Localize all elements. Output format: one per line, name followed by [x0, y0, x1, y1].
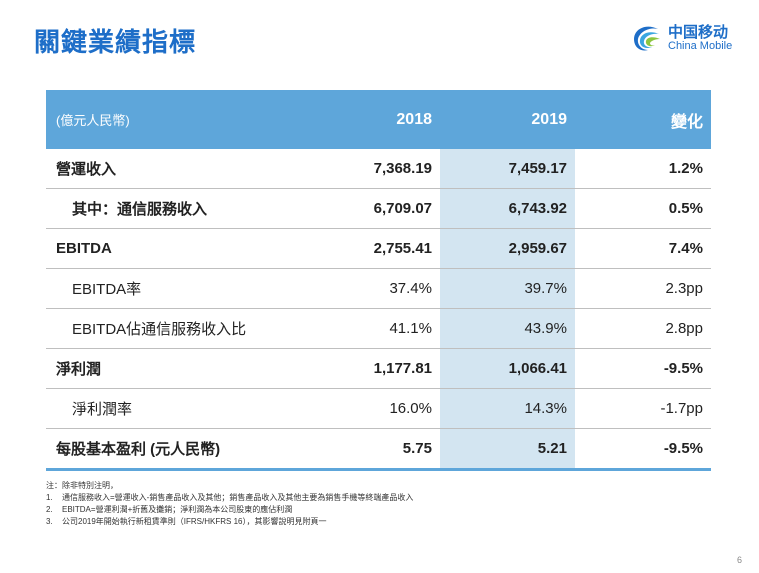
table-row: EBITDA率 37.4% 39.7% 2.3pp [46, 268, 711, 309]
value-2018: 37.4% [302, 268, 440, 309]
value-2019: 43.9% [440, 308, 575, 349]
table-row: 營運收入 7,368.19 7,459.17 1.2% [46, 149, 711, 189]
value-2018: 6,709.07 [302, 188, 440, 229]
column-header-change: 變化 [575, 90, 711, 149]
kpi-table: (億元人民幣) 2018 2019 變化 營運收入 7,368.19 7,459… [46, 90, 711, 471]
value-change: 0.5% [575, 188, 711, 229]
footnote-item: 3. 公司2019年開始執行新租賃準則（IFRS/HKFRS 16），其影響說明見… [46, 516, 413, 528]
value-change: 1.2% [575, 149, 711, 189]
footnote-number: 3. [46, 517, 53, 526]
footnote-text: 公司2019年開始執行新租賃準則（IFRS/HKFRS 16），其影響說明見附頁… [62, 517, 327, 526]
row-label: EBITDA率 [46, 268, 302, 309]
value-2018: 5.75 [302, 428, 440, 471]
value-change: -9.5% [575, 428, 711, 471]
table-row: 其中：通信服務收入 6,709.07 6,743.92 0.5% [46, 188, 711, 229]
value-change: 2.8pp [575, 308, 711, 349]
table-header-row: (億元人民幣) 2018 2019 變化 [46, 90, 711, 149]
table-row: EBITDA佔通信服務收入比 41.1% 43.9% 2.8pp [46, 308, 711, 349]
value-2019: 14.3% [440, 388, 575, 429]
footnote-intro: 注：除非特別注明， [46, 481, 118, 490]
footnote-text: EBITDA=營運利潤+折舊及攤銷；淨利潤為本公司股東的應佔利潤 [62, 505, 293, 514]
row-label: 營運收入 [46, 149, 302, 189]
china-mobile-logo: 中国移动 China Mobile [628, 19, 743, 59]
value-2018: 16.0% [302, 388, 440, 429]
footnotes: 注：除非特別注明， 1. 通信服務收入=營運收入-銷售產品收入及其他；銷售產品收入… [46, 480, 413, 528]
value-2019: 39.7% [440, 268, 575, 309]
value-2019: 6,743.92 [440, 188, 575, 229]
value-change: 7.4% [575, 228, 711, 269]
value-2018: 1,177.81 [302, 348, 440, 389]
table-row: EBITDA 2,755.41 2,959.67 7.4% [46, 228, 711, 269]
table-row: 淨利潤率 16.0% 14.3% -1.7pp [46, 388, 711, 429]
row-label: EBITDA佔通信服務收入比 [46, 308, 302, 349]
footnote-item: 2. EBITDA=營運利潤+折舊及攤銷；淨利潤為本公司股東的應佔利潤 [46, 504, 413, 516]
row-label: 每股基本盈利 (元人民幣) [46, 428, 302, 471]
value-2018: 2,755.41 [302, 228, 440, 269]
value-2018: 7,368.19 [302, 149, 440, 189]
table-row: 淨利潤 1,177.81 1,066.41 -9.5% [46, 348, 711, 389]
table-row: 每股基本盈利 (元人民幣) 5.75 5.21 -9.5% [46, 428, 711, 471]
column-header-2019: 2019 [440, 90, 575, 149]
row-label: 淨利潤 [46, 348, 302, 389]
value-change: -1.7pp [575, 388, 711, 429]
kpi-table-container: (億元人民幣) 2018 2019 變化 營運收入 7,368.19 7,459… [46, 90, 711, 471]
row-label: 淨利潤率 [46, 388, 302, 429]
footnote-text: 通信服務收入=營運收入-銷售產品收入及其他；銷售產品收入及其他主要為銷售手機等終… [62, 493, 414, 502]
row-label: 其中：通信服務收入 [46, 188, 302, 229]
value-2019: 2,959.67 [440, 228, 575, 269]
row-label: EBITDA [46, 228, 302, 269]
value-2019: 5.21 [440, 428, 575, 471]
logo-chinese-text: 中国移动 [668, 23, 729, 41]
logo-english-text: China Mobile [668, 40, 733, 52]
column-header-2018: 2018 [302, 90, 440, 149]
value-2019: 1,066.41 [440, 348, 575, 389]
footnote-number: 2. [46, 505, 53, 514]
value-change: -9.5% [575, 348, 711, 389]
value-2018: 41.1% [302, 308, 440, 349]
value-2019: 7,459.17 [440, 149, 575, 189]
page-title: 關鍵業績指標 [34, 28, 197, 58]
page-number: 6 [737, 555, 743, 565]
column-header-unit: (億元人民幣) [46, 90, 302, 149]
china-mobile-logo-icon [634, 26, 660, 51]
footnote-item: 1. 通信服務收入=營運收入-銷售產品收入及其他；銷售產品收入及其他主要為銷售手機… [46, 492, 413, 504]
footnote-number: 1. [46, 493, 53, 502]
value-change: 2.3pp [575, 268, 711, 309]
